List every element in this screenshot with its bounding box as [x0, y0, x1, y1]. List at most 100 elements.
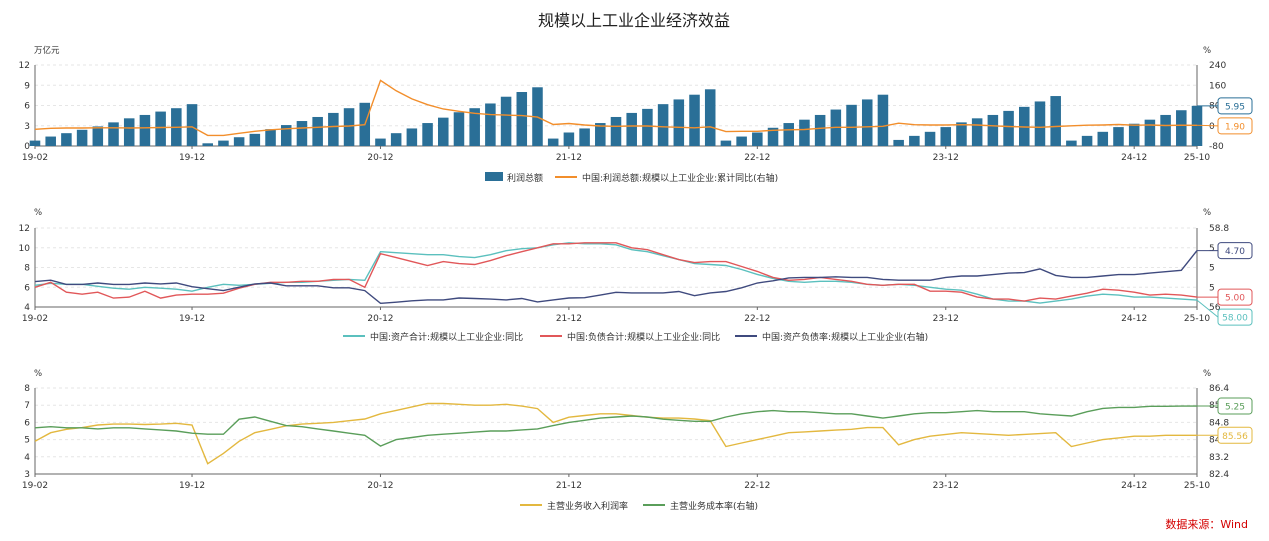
- left-tick-label: 10: [19, 244, 31, 254]
- profit-bar: [1003, 110, 1014, 146]
- profit-bar: [909, 135, 920, 146]
- value-callout-label: 85.56: [1222, 432, 1248, 442]
- profit-bar: [1144, 119, 1156, 146]
- profit-bar: [610, 116, 622, 146]
- profit-bar: [783, 123, 794, 146]
- left-tick-label: 4: [24, 453, 30, 463]
- profit-bar: [752, 132, 763, 146]
- left-tick-label: 6: [24, 283, 30, 293]
- profit-bar: [547, 138, 559, 146]
- right-axis-unit: %: [1203, 208, 1211, 218]
- profit-bar: [123, 118, 135, 146]
- left-tick-label: 6: [24, 102, 30, 112]
- profit-bar: [406, 128, 418, 146]
- x-tick-label: 21-12: [556, 481, 582, 491]
- value-callout-label: 5.25: [1225, 403, 1245, 413]
- profit-bar: [657, 104, 669, 146]
- x-tick-label: 21-12: [556, 153, 582, 163]
- profit-bar: [186, 104, 198, 146]
- panel-1: 万亿元 % 12 9 6 3 0 240 160 80 0 -80 19-02 19-12 20-12 21-…: [19, 45, 1253, 184]
- profit-bar: [987, 114, 999, 146]
- x-tick-label: 21-12: [556, 314, 582, 324]
- x-tick-label: 25-10: [1184, 314, 1210, 324]
- right-tick-label: 56: [1209, 303, 1221, 313]
- chart-title: 规模以上工业企业经济效益: [538, 11, 730, 30]
- value-callout-label: 4.70: [1225, 247, 1245, 257]
- profit-bar: [92, 126, 104, 146]
- profit-bar: [296, 121, 308, 146]
- profit-bar: [563, 132, 575, 146]
- right-tick-label: 86.4: [1209, 384, 1229, 394]
- profit-bar: [1113, 127, 1124, 146]
- profit-bar: [1097, 131, 1109, 146]
- legend-label: 主营业务成本率(右轴): [670, 500, 758, 512]
- x-tick-label: 25-10: [1184, 481, 1210, 491]
- right-tick-label: 160: [1209, 81, 1226, 91]
- value-callout-box: [1217, 97, 1253, 115]
- profit-bar: [1128, 123, 1140, 146]
- x-tick-label: 25-10: [1184, 153, 1210, 163]
- profit-bar: [673, 99, 685, 146]
- legend-label: 中国:负债合计:规模以上工业企业:同比: [567, 331, 720, 343]
- series-line-1: [34, 402, 1197, 465]
- x-tick-label: 20-12: [367, 314, 393, 324]
- profit-bar: [1191, 105, 1203, 146]
- left-axis-unit: 万亿元: [34, 45, 60, 56]
- left-tick-label: 6: [24, 418, 30, 428]
- profit-bar: [799, 119, 810, 146]
- profit-bar: [877, 94, 889, 146]
- profit-bar: [61, 133, 72, 146]
- value-callout-leader: [1196, 299, 1219, 318]
- profit-bar: [108, 122, 119, 146]
- right-tick-label: 5: [1209, 244, 1215, 254]
- profit-bar: [469, 108, 480, 146]
- legend-label: 利润总额: [507, 172, 543, 184]
- x-tick-label: 19-12: [179, 153, 205, 163]
- x-tick-label: 23-12: [933, 153, 959, 163]
- right-tick-label: 84.8: [1209, 418, 1229, 428]
- profit-bar: [328, 112, 339, 146]
- profit-bar: [422, 123, 433, 146]
- profit-bar: [767, 127, 779, 146]
- left-tick-label: 3: [24, 122, 30, 132]
- value-callout-leader: [1196, 124, 1219, 127]
- x-tick-label: 22-12: [744, 314, 770, 324]
- profit-bar: [1081, 135, 1093, 146]
- profit-bar: [689, 94, 700, 146]
- value-callout-box: [1217, 242, 1253, 260]
- profit-bar: [218, 140, 229, 146]
- profit-bar: [312, 116, 323, 146]
- profit-bar: [736, 136, 747, 146]
- x-tick-label: 19-12: [179, 314, 205, 324]
- left-tick-label: 8: [24, 264, 30, 274]
- profit-bar: [375, 138, 386, 146]
- x-tick-label: 19-02: [22, 314, 48, 324]
- left-tick-label: 12: [19, 61, 30, 71]
- legend-label: 中国:利润总额:规模以上工业企业:累计同比(右轴): [582, 172, 778, 184]
- left-tick-label: 7: [24, 401, 30, 411]
- profit-bar: [1034, 101, 1046, 146]
- value-callout-label: 5.00: [1225, 294, 1245, 304]
- right-tick-label: 58.8: [1209, 224, 1229, 234]
- profit-bar: [438, 117, 449, 146]
- profit-bar: [861, 99, 873, 146]
- profit-bar: [249, 133, 261, 146]
- value-callout-box: [1217, 117, 1253, 135]
- profit-bar: [29, 140, 41, 146]
- right-tick-label: 80: [1209, 102, 1221, 112]
- left-tick-label: 0: [24, 142, 30, 152]
- profit-bar: [500, 96, 512, 146]
- legend-label: 中国:资产合计:规模以上工业企业:同比: [370, 331, 523, 343]
- profit-bar: [485, 103, 496, 146]
- x-tick-label: 24-12: [1121, 481, 1147, 491]
- right-axis-unit: %: [1203, 369, 1211, 379]
- value-callout-box: [1217, 288, 1253, 306]
- series-line-2: [34, 405, 1197, 447]
- profit-bar: [280, 125, 292, 146]
- left-axis-unit: %: [34, 369, 42, 379]
- profit-bar: [971, 118, 983, 146]
- left-tick-label: 3: [24, 470, 30, 480]
- series-line-2: [34, 242, 1198, 302]
- x-tick-label: 22-12: [744, 481, 770, 491]
